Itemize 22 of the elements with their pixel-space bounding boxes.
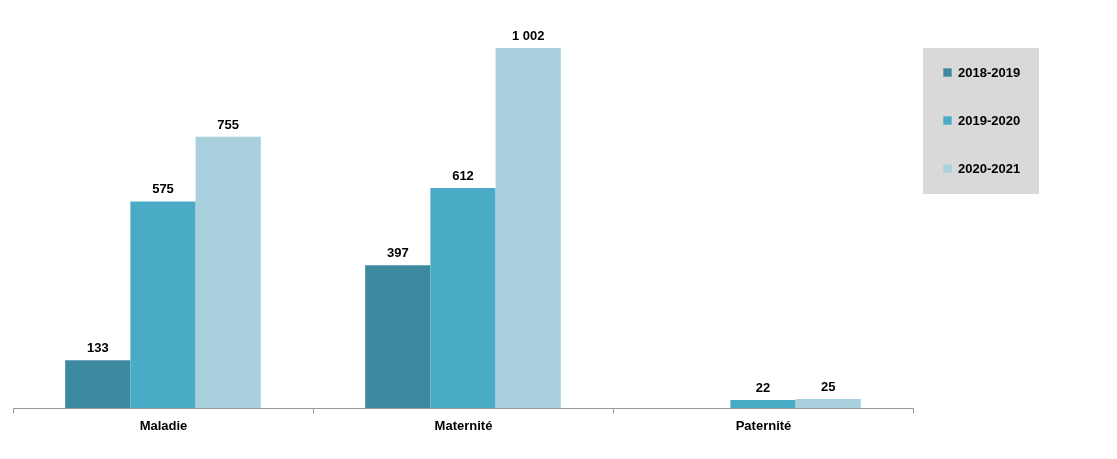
data-label: 25 [820,379,836,395]
bar [130,201,196,408]
data-label: 133 [86,340,109,356]
bar [795,399,861,408]
bar [65,360,131,408]
x-tick-label: Maternité [434,417,493,433]
legend-label: 2020-2021 [958,160,1021,176]
bar [195,136,261,408]
data-label: 575 [152,181,174,197]
x-tick-label: Maladie [139,417,188,433]
x-tick-label: Paternité [735,417,792,433]
data-label: 22 [755,380,771,396]
legend-label: 2018-2019 [958,64,1021,80]
legend-label: 2019-2020 [958,112,1021,128]
bar [730,400,796,408]
bar [495,48,561,408]
bar [365,265,431,408]
data-label: 755 [217,116,240,132]
data-label: 612 [452,168,474,184]
data-label: 397 [386,245,409,261]
data-label: 1 002 [511,28,545,43]
bar [430,188,496,408]
